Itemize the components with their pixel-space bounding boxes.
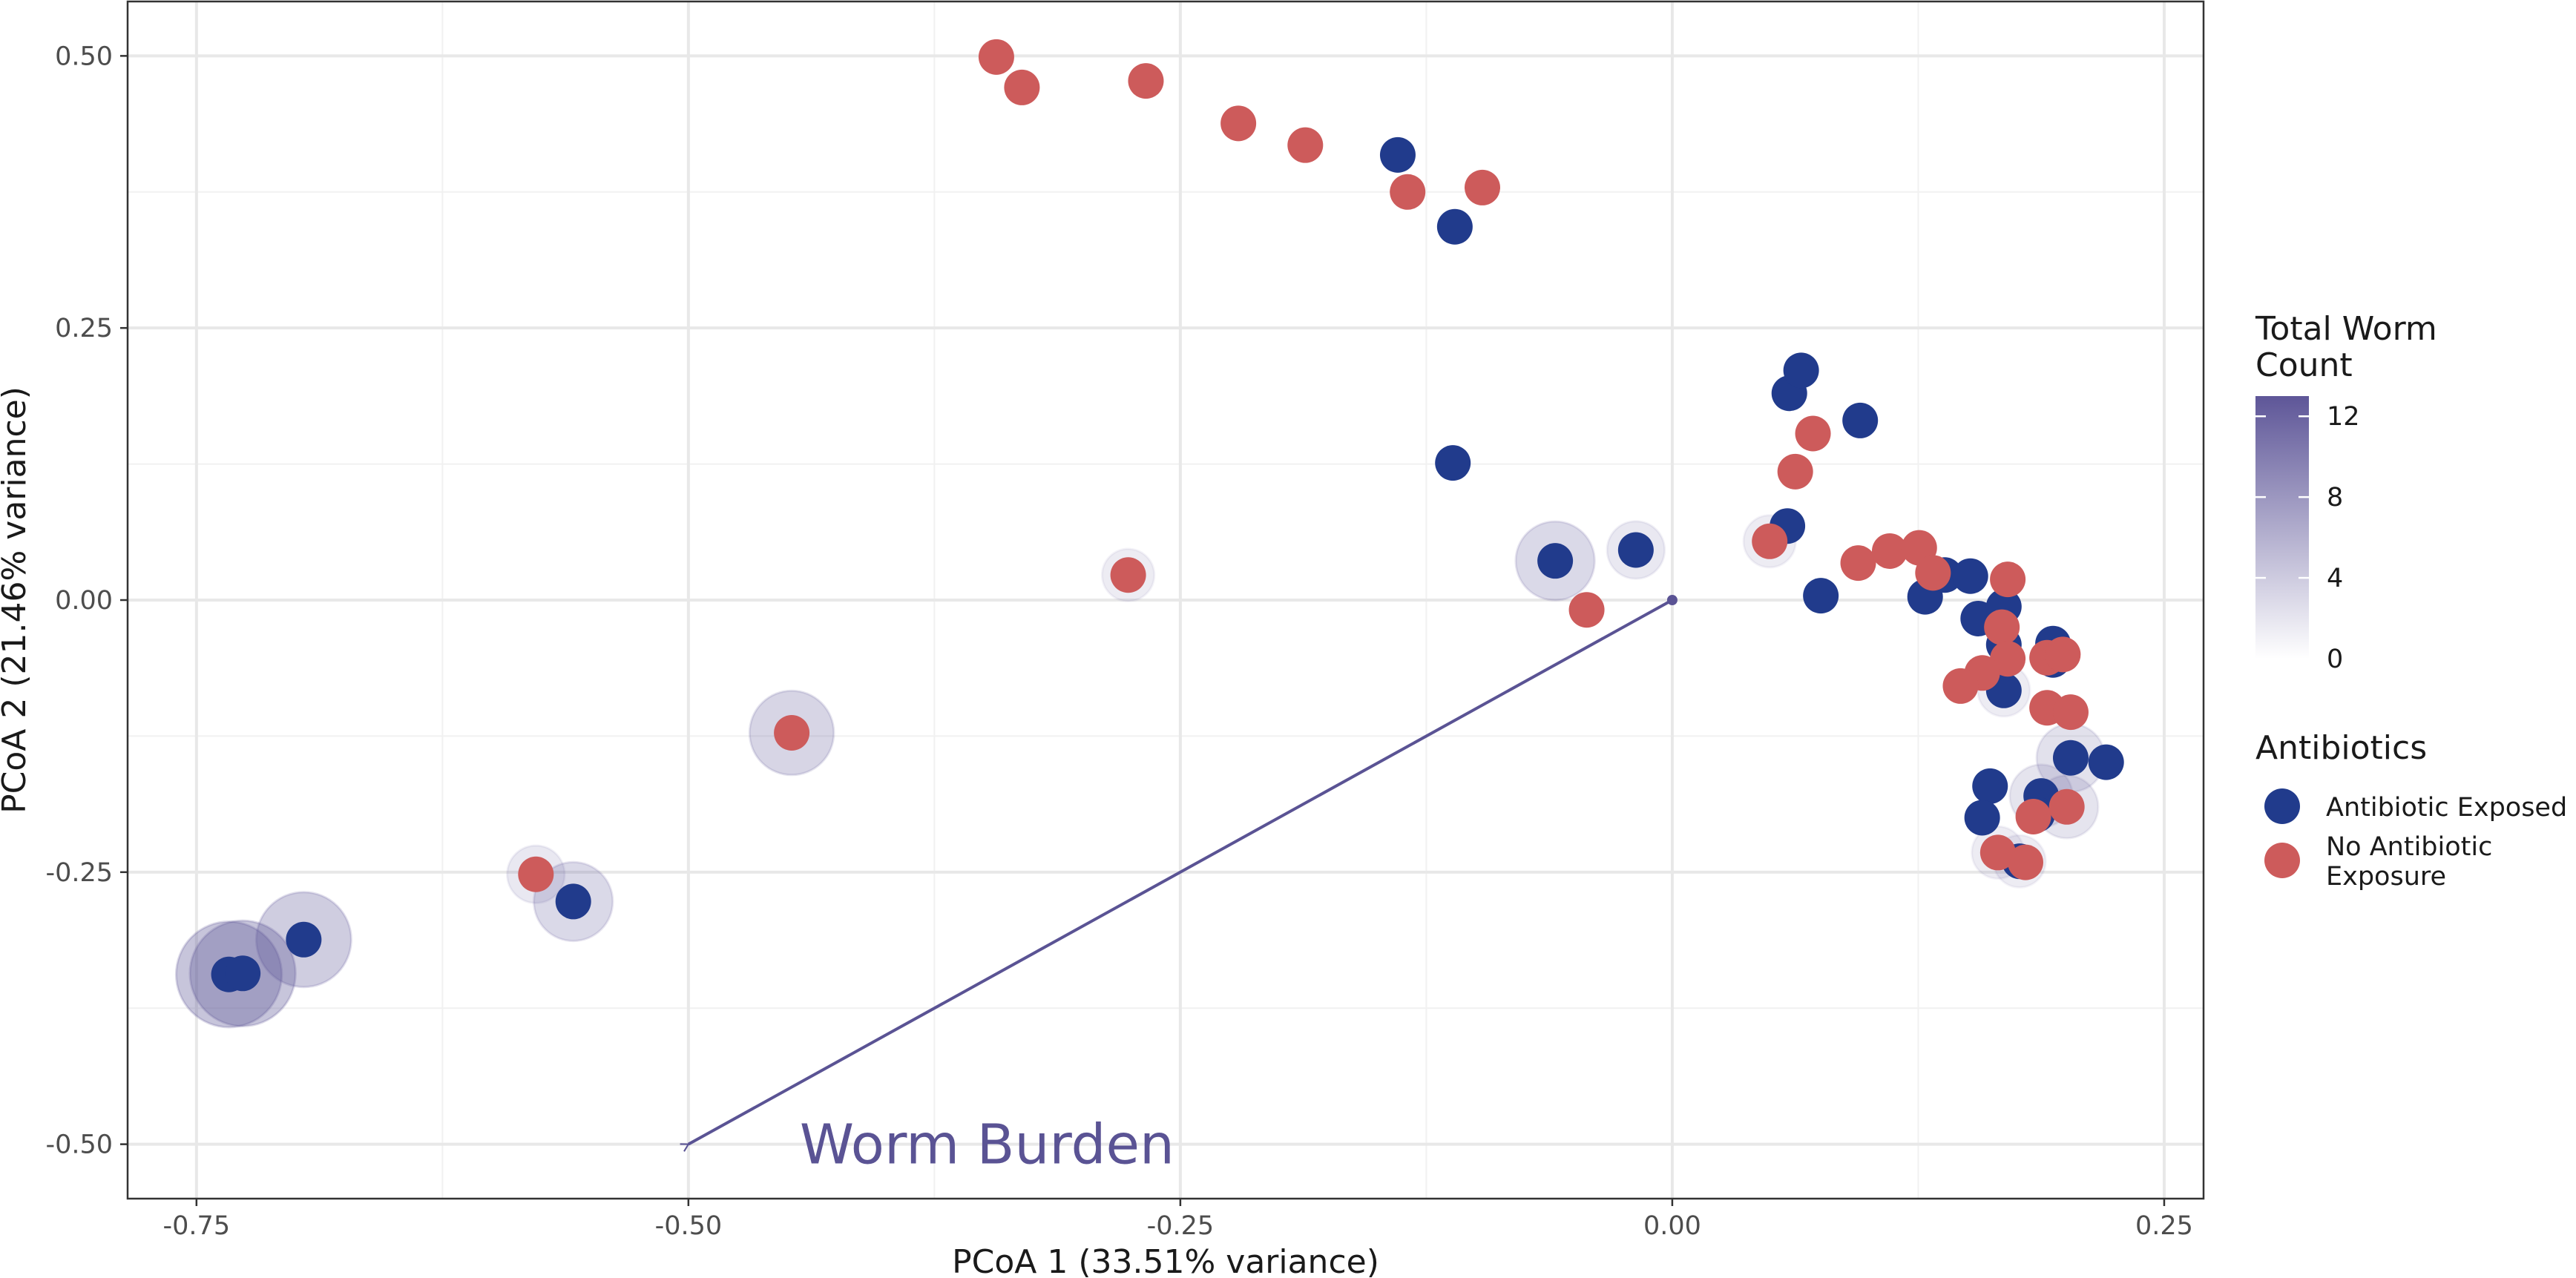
antibiotics-legend: Antibiotics Antibiotic Exposed No Antibio… bbox=[2255, 729, 2567, 892]
point-antibiotic-exposed bbox=[286, 921, 322, 958]
colorbar-tick-label: 0 bbox=[2327, 645, 2343, 674]
point-antibiotic-exposed bbox=[1952, 558, 1988, 594]
point-antibiotic-exposed bbox=[1436, 208, 1473, 245]
point-no-antibiotic bbox=[2015, 798, 2051, 834]
sample-points bbox=[211, 39, 2124, 992]
point-no-antibiotic bbox=[1871, 533, 1908, 569]
point-no-antibiotic bbox=[1795, 415, 1831, 452]
point-no-antibiotic bbox=[2007, 844, 2043, 880]
antibiotics-legend-title: Antibiotics bbox=[2255, 729, 2427, 767]
point-antibiotic-exposed bbox=[1435, 445, 1471, 481]
x-tick-label: -0.75 bbox=[163, 1211, 231, 1241]
x-tick-label: -0.25 bbox=[1147, 1211, 1215, 1241]
point-no-antibiotic bbox=[1942, 668, 1979, 704]
point-no-antibiotic bbox=[2052, 694, 2089, 731]
point-antibiotic-exposed bbox=[555, 883, 591, 920]
point-antibiotic-exposed bbox=[2088, 744, 2124, 780]
point-no-antibiotic bbox=[1984, 609, 2020, 645]
colorbar-tick-label: 4 bbox=[2327, 564, 2343, 593]
worm-colorbar-ticks: 12 8 4 0 bbox=[2255, 402, 2360, 674]
legend-label-unexposed: No Antibiotic bbox=[2326, 832, 2492, 862]
worm-legend-title-line-2: Count bbox=[2255, 346, 2353, 384]
legend-key-exposed bbox=[2264, 788, 2300, 824]
x-tick-label: -0.50 bbox=[655, 1211, 723, 1241]
point-no-antibiotic bbox=[978, 39, 1014, 75]
legend-label-exposed: Antibiotic Exposed bbox=[2326, 793, 2567, 823]
point-no-antibiotic bbox=[1777, 453, 1813, 490]
point-no-antibiotic bbox=[2048, 788, 2085, 825]
point-antibiotic-exposed bbox=[1537, 543, 1574, 579]
point-no-antibiotic bbox=[1390, 174, 1426, 210]
point-no-antibiotic bbox=[1568, 592, 1605, 628]
point-antibiotic-exposed bbox=[1842, 402, 1879, 438]
x-tick-label: 0.25 bbox=[2135, 1211, 2193, 1241]
worm-count-legend: Total Worm Count 12 8 4 0 bbox=[2255, 310, 2437, 674]
point-antibiotic-exposed bbox=[225, 955, 261, 992]
point-antibiotic-exposed bbox=[2052, 740, 2089, 776]
worm-count-colorbar bbox=[2255, 396, 2309, 659]
worm-legend-title-line-1: Total Worm bbox=[2255, 310, 2437, 348]
x-tick-label: 0.00 bbox=[1643, 1211, 1701, 1241]
point-no-antibiotic bbox=[518, 856, 554, 892]
arrow-origin-dot bbox=[1666, 595, 1678, 605]
point-no-antibiotic bbox=[1287, 127, 1324, 163]
y-tick-label: 0.00 bbox=[55, 586, 113, 616]
point-no-antibiotic bbox=[774, 715, 810, 751]
y-tick-label: -0.25 bbox=[45, 858, 113, 888]
point-antibiotic-exposed bbox=[1964, 800, 2000, 836]
worm-burden-label: Worm Burden bbox=[800, 1113, 1174, 1177]
y-tick-label: 0.25 bbox=[55, 314, 113, 343]
y-axis-title: PCoA 2 (21.46% variance) bbox=[0, 386, 33, 814]
point-antibiotic-exposed bbox=[1379, 136, 1416, 173]
point-no-antibiotic bbox=[1990, 561, 2026, 598]
y-tick-label: 0.50 bbox=[55, 42, 113, 71]
colorbar-tick-label: 12 bbox=[2327, 402, 2360, 432]
point-no-antibiotic bbox=[1464, 169, 1500, 205]
point-no-antibiotic bbox=[1840, 545, 1876, 582]
point-antibiotic-exposed bbox=[1972, 768, 2008, 804]
worm-burden-arrow bbox=[689, 599, 1673, 1144]
legend-label-unexposed: Exposure bbox=[2326, 862, 2446, 892]
point-no-antibiotic bbox=[1752, 523, 1788, 559]
axes: -0.75 -0.50 -0.25 0.00 0.25 0.50 0.25 0.00 -0.2… bbox=[0, 42, 2193, 1278]
grid-major bbox=[128, 1, 2204, 1199]
point-antibiotic-exposed bbox=[1617, 532, 1654, 568]
point-no-antibiotic bbox=[1915, 555, 1951, 591]
colorbar-tick-label: 8 bbox=[2327, 483, 2343, 513]
point-antibiotic-exposed bbox=[1803, 578, 1839, 614]
point-no-antibiotic bbox=[1110, 557, 1146, 593]
y-tick-label: -0.50 bbox=[45, 1130, 113, 1160]
point-no-antibiotic bbox=[2045, 636, 2081, 673]
point-no-antibiotic bbox=[1004, 69, 1040, 105]
legend-key-unexposed bbox=[2264, 843, 2300, 878]
point-antibiotic-exposed bbox=[1783, 352, 1819, 389]
x-axis-title: PCoA 1 (33.51% variance) bbox=[952, 1243, 1379, 1278]
plot-panel: Worm Burden bbox=[126, 0, 2205, 1200]
x-axis-ticks: -0.75 -0.50 -0.25 0.00 0.25 bbox=[163, 1199, 2193, 1241]
point-no-antibiotic bbox=[1979, 834, 2016, 871]
point-no-antibiotic bbox=[1220, 105, 1257, 142]
y-axis-ticks: 0.50 0.25 0.00 -0.25 -0.50 bbox=[45, 42, 128, 1160]
point-no-antibiotic bbox=[1128, 63, 1164, 99]
